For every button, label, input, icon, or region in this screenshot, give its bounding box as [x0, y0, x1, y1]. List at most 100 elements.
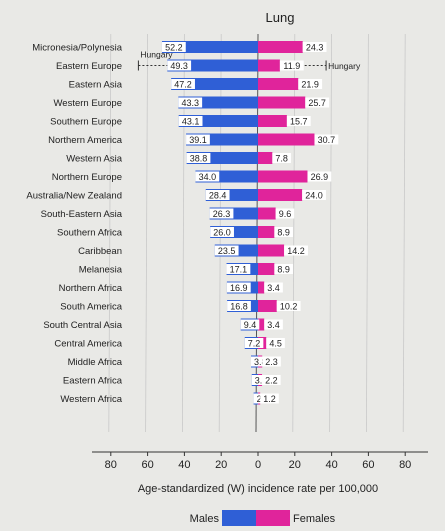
value-label-box-males — [209, 208, 234, 219]
bar-females — [258, 226, 275, 238]
value-label-females: 8.9 — [277, 265, 290, 275]
value-label-females: 8.9 — [277, 228, 290, 238]
category-label: Northern Africa — [59, 283, 123, 294]
value-label-box-males — [167, 60, 192, 71]
chart-title: Lung — [266, 10, 295, 25]
x-tick-label: 20 — [215, 459, 227, 471]
bar-females — [258, 300, 277, 312]
value-label-males: 49.3 — [170, 61, 188, 71]
value-label-box-males — [161, 42, 186, 52]
grid-line — [181, 33, 185, 433]
value-label-females: 15.7 — [290, 117, 308, 127]
value-label-box-males — [205, 190, 230, 200]
value-label-males: 17.1 — [230, 265, 248, 275]
bar-females — [258, 244, 285, 257]
bar-females — [258, 78, 299, 90]
value-label-males: 52.2 — [165, 43, 183, 53]
value-label-females: 3.4 — [267, 320, 280, 330]
bar-females — [258, 41, 303, 53]
legend-label-females: Females — [293, 513, 336, 525]
x-tick-label: 80 — [105, 459, 117, 471]
value-label-box-females — [262, 356, 281, 367]
value-label-males: 16.8 — [230, 302, 248, 312]
legend-swatch-males — [222, 510, 256, 526]
value-label-box-females — [284, 245, 308, 256]
value-label-males: 16.9 — [230, 283, 248, 293]
category-label: Northern Europe — [52, 172, 122, 183]
value-label-box-females — [279, 60, 304, 71]
value-label-box-females — [302, 190, 326, 200]
annotation-label: Hungary — [140, 50, 173, 60]
value-label-box-females — [305, 97, 330, 108]
value-label-males: 3.4 — [255, 376, 268, 386]
category-label: Melanesia — [79, 265, 123, 276]
category-label: South America — [60, 302, 122, 313]
category-label: Eastern Africa — [63, 376, 123, 387]
legend: Males Females — [190, 510, 336, 526]
category-label: Eastern Asia — [69, 80, 123, 91]
x-tick-label: 60 — [362, 459, 374, 471]
value-label-females: 7.8 — [275, 154, 288, 164]
grid-line — [402, 33, 406, 433]
value-label-males: 3.8 — [254, 357, 267, 367]
value-label-box-females — [307, 171, 332, 182]
category-label: Caribbean — [78, 246, 122, 257]
value-label-box-females — [260, 393, 279, 404]
value-label-males: 7.2 — [248, 339, 261, 349]
value-label-box-males — [214, 245, 239, 256]
category-label: Southern Africa — [57, 228, 123, 239]
bar-females — [258, 170, 308, 183]
value-label-box-males — [226, 264, 251, 274]
legend-label-males: Males — [190, 513, 220, 525]
value-label-males: 28.4 — [209, 191, 227, 201]
bar-females — [258, 152, 273, 164]
value-label-females: 10.2 — [280, 302, 298, 312]
value-label-box-females — [298, 79, 323, 89]
value-label-box-males — [244, 338, 264, 348]
category-label: South Central Asia — [43, 320, 122, 331]
value-labels: 52.2 24.3 49.3 11.9 47.2 21.9 43.3 25.7 43.1 15.7… — [161, 42, 339, 404]
value-label-males: 47.2 — [174, 80, 192, 90]
x-tick-label: 60 — [141, 459, 153, 471]
category-label: South-Eastern Asia — [41, 209, 123, 220]
bar-females — [258, 263, 275, 275]
value-label-females: 26.9 — [311, 172, 329, 182]
value-label-females: 4.5 — [269, 339, 282, 349]
value-label-box-females — [274, 264, 293, 274]
category-label: Western Europe — [54, 98, 122, 109]
value-label-box-males — [178, 116, 203, 126]
value-label-males: 39.1 — [189, 135, 207, 145]
value-label-box-females — [264, 319, 283, 330]
value-label-box-males — [251, 356, 270, 367]
x-tick-label: 0 — [255, 459, 261, 471]
grid-line — [329, 33, 333, 433]
value-label-females: 1.2 — [263, 394, 276, 404]
bar-females — [258, 189, 303, 201]
value-label-box-males — [186, 153, 211, 163]
bar-females — [258, 281, 265, 294]
category-label: Eastern Europe — [56, 61, 122, 72]
x-axis: 80 60 40 20 0 20 40 60 80 — [92, 451, 428, 471]
legend-swatch-females — [256, 510, 290, 526]
value-label-males: 43.3 — [181, 98, 199, 108]
grid-line — [365, 33, 369, 433]
category-label: Central America — [54, 339, 122, 350]
value-label-box-males — [171, 79, 195, 89]
value-label-box-males — [186, 134, 210, 145]
bar-females — [258, 59, 280, 72]
value-label-females: 9.6 — [279, 209, 292, 219]
bars — [161, 41, 315, 405]
value-label-females: 30.7 — [318, 135, 336, 145]
x-tick-label: 20 — [289, 459, 301, 471]
value-label-box-females — [272, 153, 291, 163]
value-label-box-males — [226, 282, 251, 293]
value-label-females: 2.3 — [265, 357, 278, 367]
value-label-females: 25.7 — [308, 98, 326, 108]
grid-line — [292, 33, 296, 433]
value-label-box-females — [286, 116, 311, 126]
value-label-box-females — [274, 227, 293, 237]
category-label: Northern America — [48, 135, 123, 146]
category-label: Micronesia/Polynesia — [32, 43, 122, 54]
category-label: Southern Europe — [50, 117, 122, 128]
